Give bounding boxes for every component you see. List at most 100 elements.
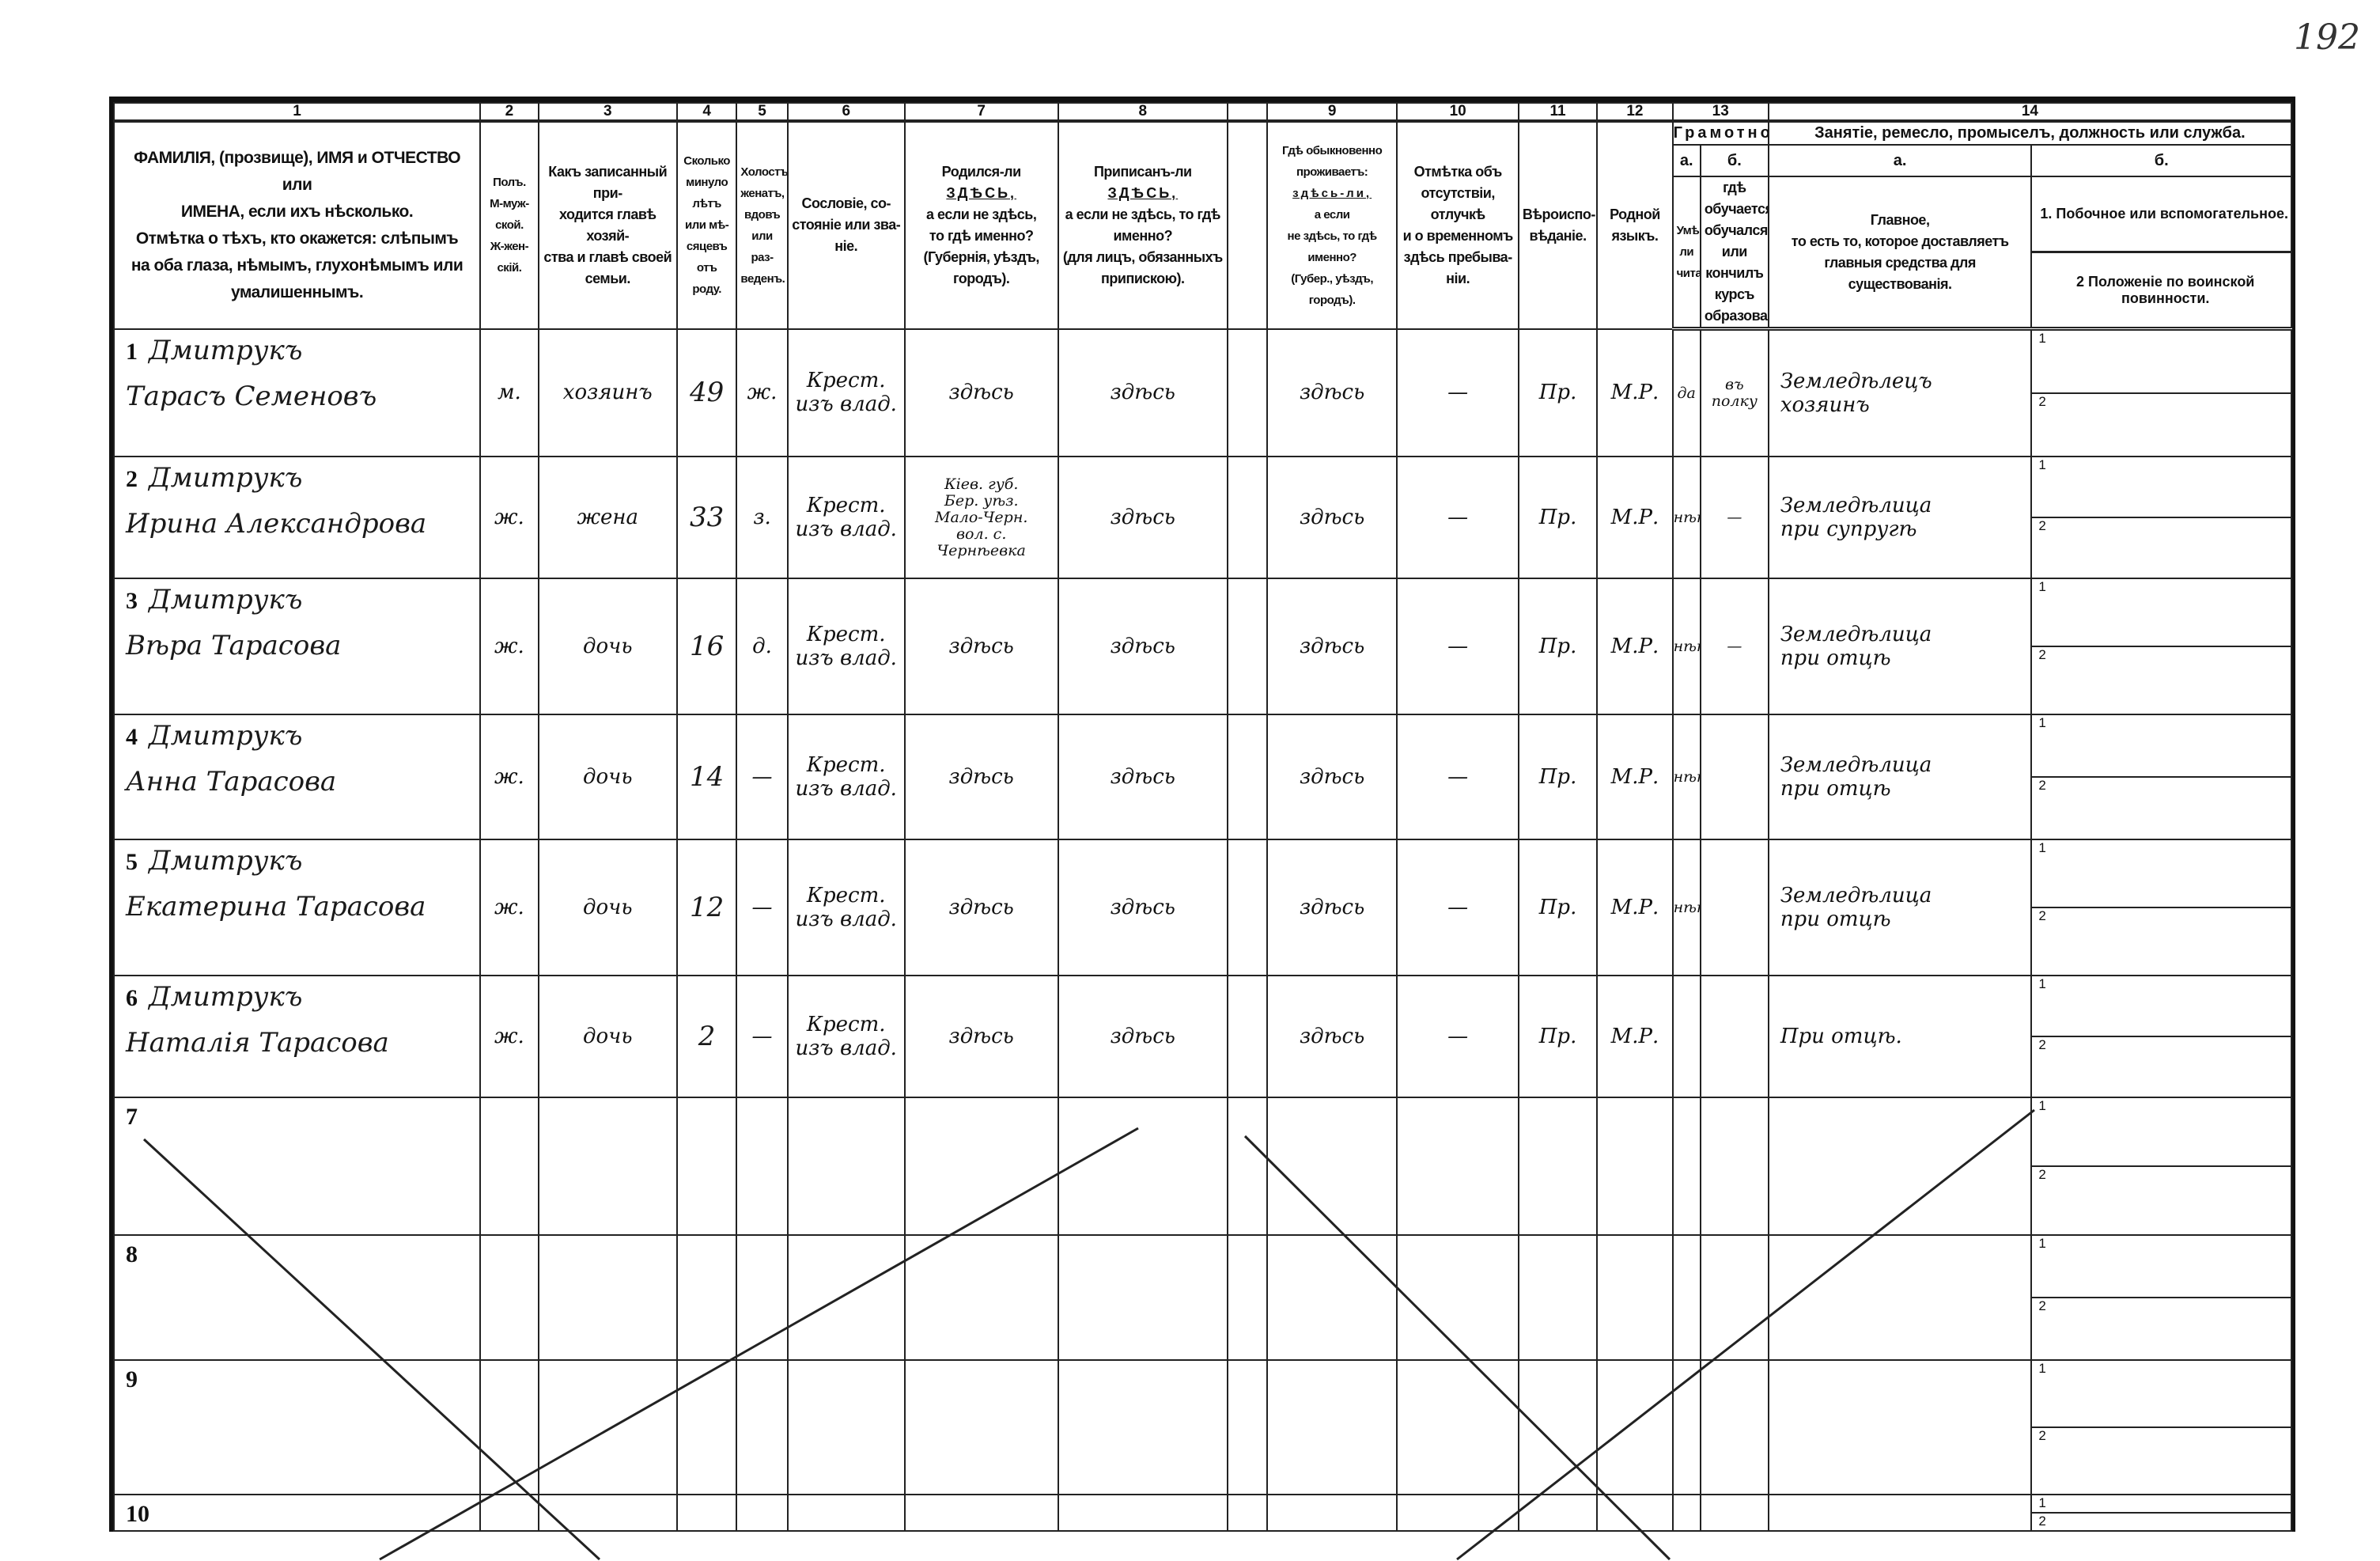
residence-value: здѣсь [1299, 765, 1365, 789]
header-line: Какъ записанный при- [548, 163, 668, 201]
sex-value: ж. [494, 896, 524, 919]
education-cell [1699, 714, 1769, 840]
header-c12: Родной языкъ. [1596, 120, 1674, 330]
age-cell [675, 1234, 738, 1361]
residence-value: здѣсь [1299, 506, 1365, 529]
name-cell: 3 Дмитрукъ Вѣра Тарасова [112, 578, 482, 715]
header-line: Сколько [683, 154, 730, 169]
absence-value: — [1447, 896, 1469, 919]
marital-value: — [751, 1025, 773, 1048]
header-c2: Полъ. М-муж-ской. Ж-жен-скій. [479, 120, 539, 330]
person-row: 6 Дмитрукъ Наталія Тарасова ж. дочь 2 — Крест.… [112, 975, 2292, 1098]
religion-value: Пр. [1538, 1025, 1577, 1048]
subrow-2: 2 [2038, 1167, 2046, 1182]
header-line: а если не здѣсь, [926, 206, 1037, 222]
subrow-2: 2 [2038, 1037, 2046, 1052]
relation-cell [537, 1359, 678, 1495]
registered-value: здѣсь [1110, 506, 1175, 529]
header-line: (Губернія, уѣздъ, городъ). [923, 248, 1039, 286]
literacy-cell [1671, 975, 1701, 1098]
subrow-1: 1 [2033, 1099, 2291, 1167]
header-c13a-text: Умѣеть-ли читать? [1671, 176, 1701, 331]
blank-cell [1227, 1234, 1268, 1361]
relation-value: дочь [583, 1025, 633, 1048]
header-c14b-text: 1. Побочное или вспомогательное. 2 Полож… [2030, 176, 2292, 331]
header-c13a: а. [1671, 144, 1701, 177]
col-number: 5 [736, 102, 789, 123]
registered-cell: здѣсь [1057, 975, 1229, 1098]
header-c1: ФАМИЛІЯ, (прозвище), ИМЯ и ОТЧЕСТВО или И… [112, 120, 482, 330]
absence-cell [1396, 1234, 1519, 1361]
religion-value: Пр. [1538, 765, 1577, 789]
registered-value: здѣсь [1110, 1025, 1175, 1048]
col-number: 10 [1396, 102, 1519, 123]
col-number: 11 [1517, 102, 1599, 123]
residence-cell [1266, 1359, 1398, 1495]
subrow-1: 1 [2033, 841, 2291, 908]
surname: Дмитрукъ [149, 845, 303, 877]
marital-cell: — [736, 975, 789, 1098]
literacy-value: да [1677, 384, 1696, 402]
col-number: 8 [1057, 102, 1229, 123]
estate-line: Крест. [806, 369, 886, 393]
language-cell: М.Р. [1596, 714, 1674, 840]
header-c14a-text: Главное, то есть то, которое доставляетъ г… [1767, 176, 2033, 331]
registered-cell [1057, 1234, 1229, 1361]
blank-cell [1227, 714, 1268, 840]
relation-value: жена [577, 506, 639, 529]
estate-line: Крест. [806, 1013, 886, 1036]
education-cell: — [1699, 456, 1769, 579]
language-cell: М.Р. [1596, 975, 1674, 1098]
row-number: 8 [126, 1241, 138, 1267]
header-line: ходится главѣ хозяй- [558, 206, 656, 244]
person-row: 7 1 2 [112, 1097, 2292, 1236]
col-number: 6 [786, 102, 906, 123]
sex-value: ж. [494, 1025, 524, 1048]
header-line: или мѣ- [684, 218, 729, 233]
header-c4: Сколько минуло лѣтъ или мѣ-сяцевъ отъ роду. [675, 120, 738, 330]
relation-cell [537, 1097, 678, 1236]
header-line: вѣданіе. [1529, 227, 1587, 244]
residence-value: здѣсь [1299, 381, 1365, 405]
marital-cell [736, 1359, 789, 1495]
header-c13b-text: гдѣ обучается, обучался или кончилъ курсъ о… [1699, 176, 1769, 331]
relation-cell: дочь [537, 714, 678, 840]
religion-cell [1517, 1359, 1599, 1495]
relation-value: дочь [583, 765, 633, 789]
religion-value: Пр. [1538, 635, 1577, 658]
registered-cell [1057, 1359, 1229, 1495]
education-cell [1699, 1234, 1769, 1361]
birthplace-cell: Кіев. губ. Бер. уѣз. Мало-Черн. вол. с. Черн… [903, 456, 1059, 579]
relation-value: дочь [583, 635, 633, 658]
occupation-line: Земледѣлица [1780, 753, 1932, 777]
registered-cell [1057, 1097, 1229, 1236]
language-cell: М.Р. [1596, 328, 1674, 457]
header-line: Главное, [1870, 211, 1930, 228]
subrow-1: 1 [2033, 977, 2291, 1037]
name-cell: 6 Дмитрукъ Наталія Тарасова [112, 975, 482, 1098]
absence-cell: — [1396, 456, 1519, 579]
birthplace-line: здѣсь [948, 381, 1014, 405]
header-line: Полъ. [493, 176, 526, 190]
col-number: 4 [675, 102, 738, 123]
absence-cell [1396, 1359, 1519, 1495]
age-cell [675, 1494, 738, 1532]
person-row: 2 Дмитрукъ Ирина Александрова ж. жена 33 з. Кр… [112, 456, 2292, 579]
occupation-cell: Земледѣлецъ хозяинъ [1767, 328, 2033, 457]
marital-cell: ж. [736, 328, 789, 457]
header-line: ніе. [834, 238, 858, 255]
header-line: ніи. [1446, 270, 1470, 286]
marital-cell: — [736, 714, 789, 840]
header-line: ли [1679, 245, 1694, 259]
occupation-cell: Земледѣлица при отцѣ [1767, 839, 2033, 976]
religion-cell: Пр. [1517, 975, 1599, 1098]
header-c3: Какъ записанный при-ходится главѣ хозяй-… [537, 120, 678, 330]
col-number: 2 [479, 102, 539, 123]
header-line: здѣсь пребыва- [1403, 248, 1513, 265]
surname: Дмитрукъ [149, 462, 303, 494]
subrow-2: 2 [2038, 908, 2046, 923]
education-value: — [1727, 637, 1742, 655]
registered-value: здѣсь [1110, 765, 1175, 789]
person-row: 4 Дмитрукъ Анна Тарасова ж. дочь 14 — Крест. из… [112, 714, 2292, 840]
header-line: ЗДѢСЬ, [946, 184, 1017, 201]
